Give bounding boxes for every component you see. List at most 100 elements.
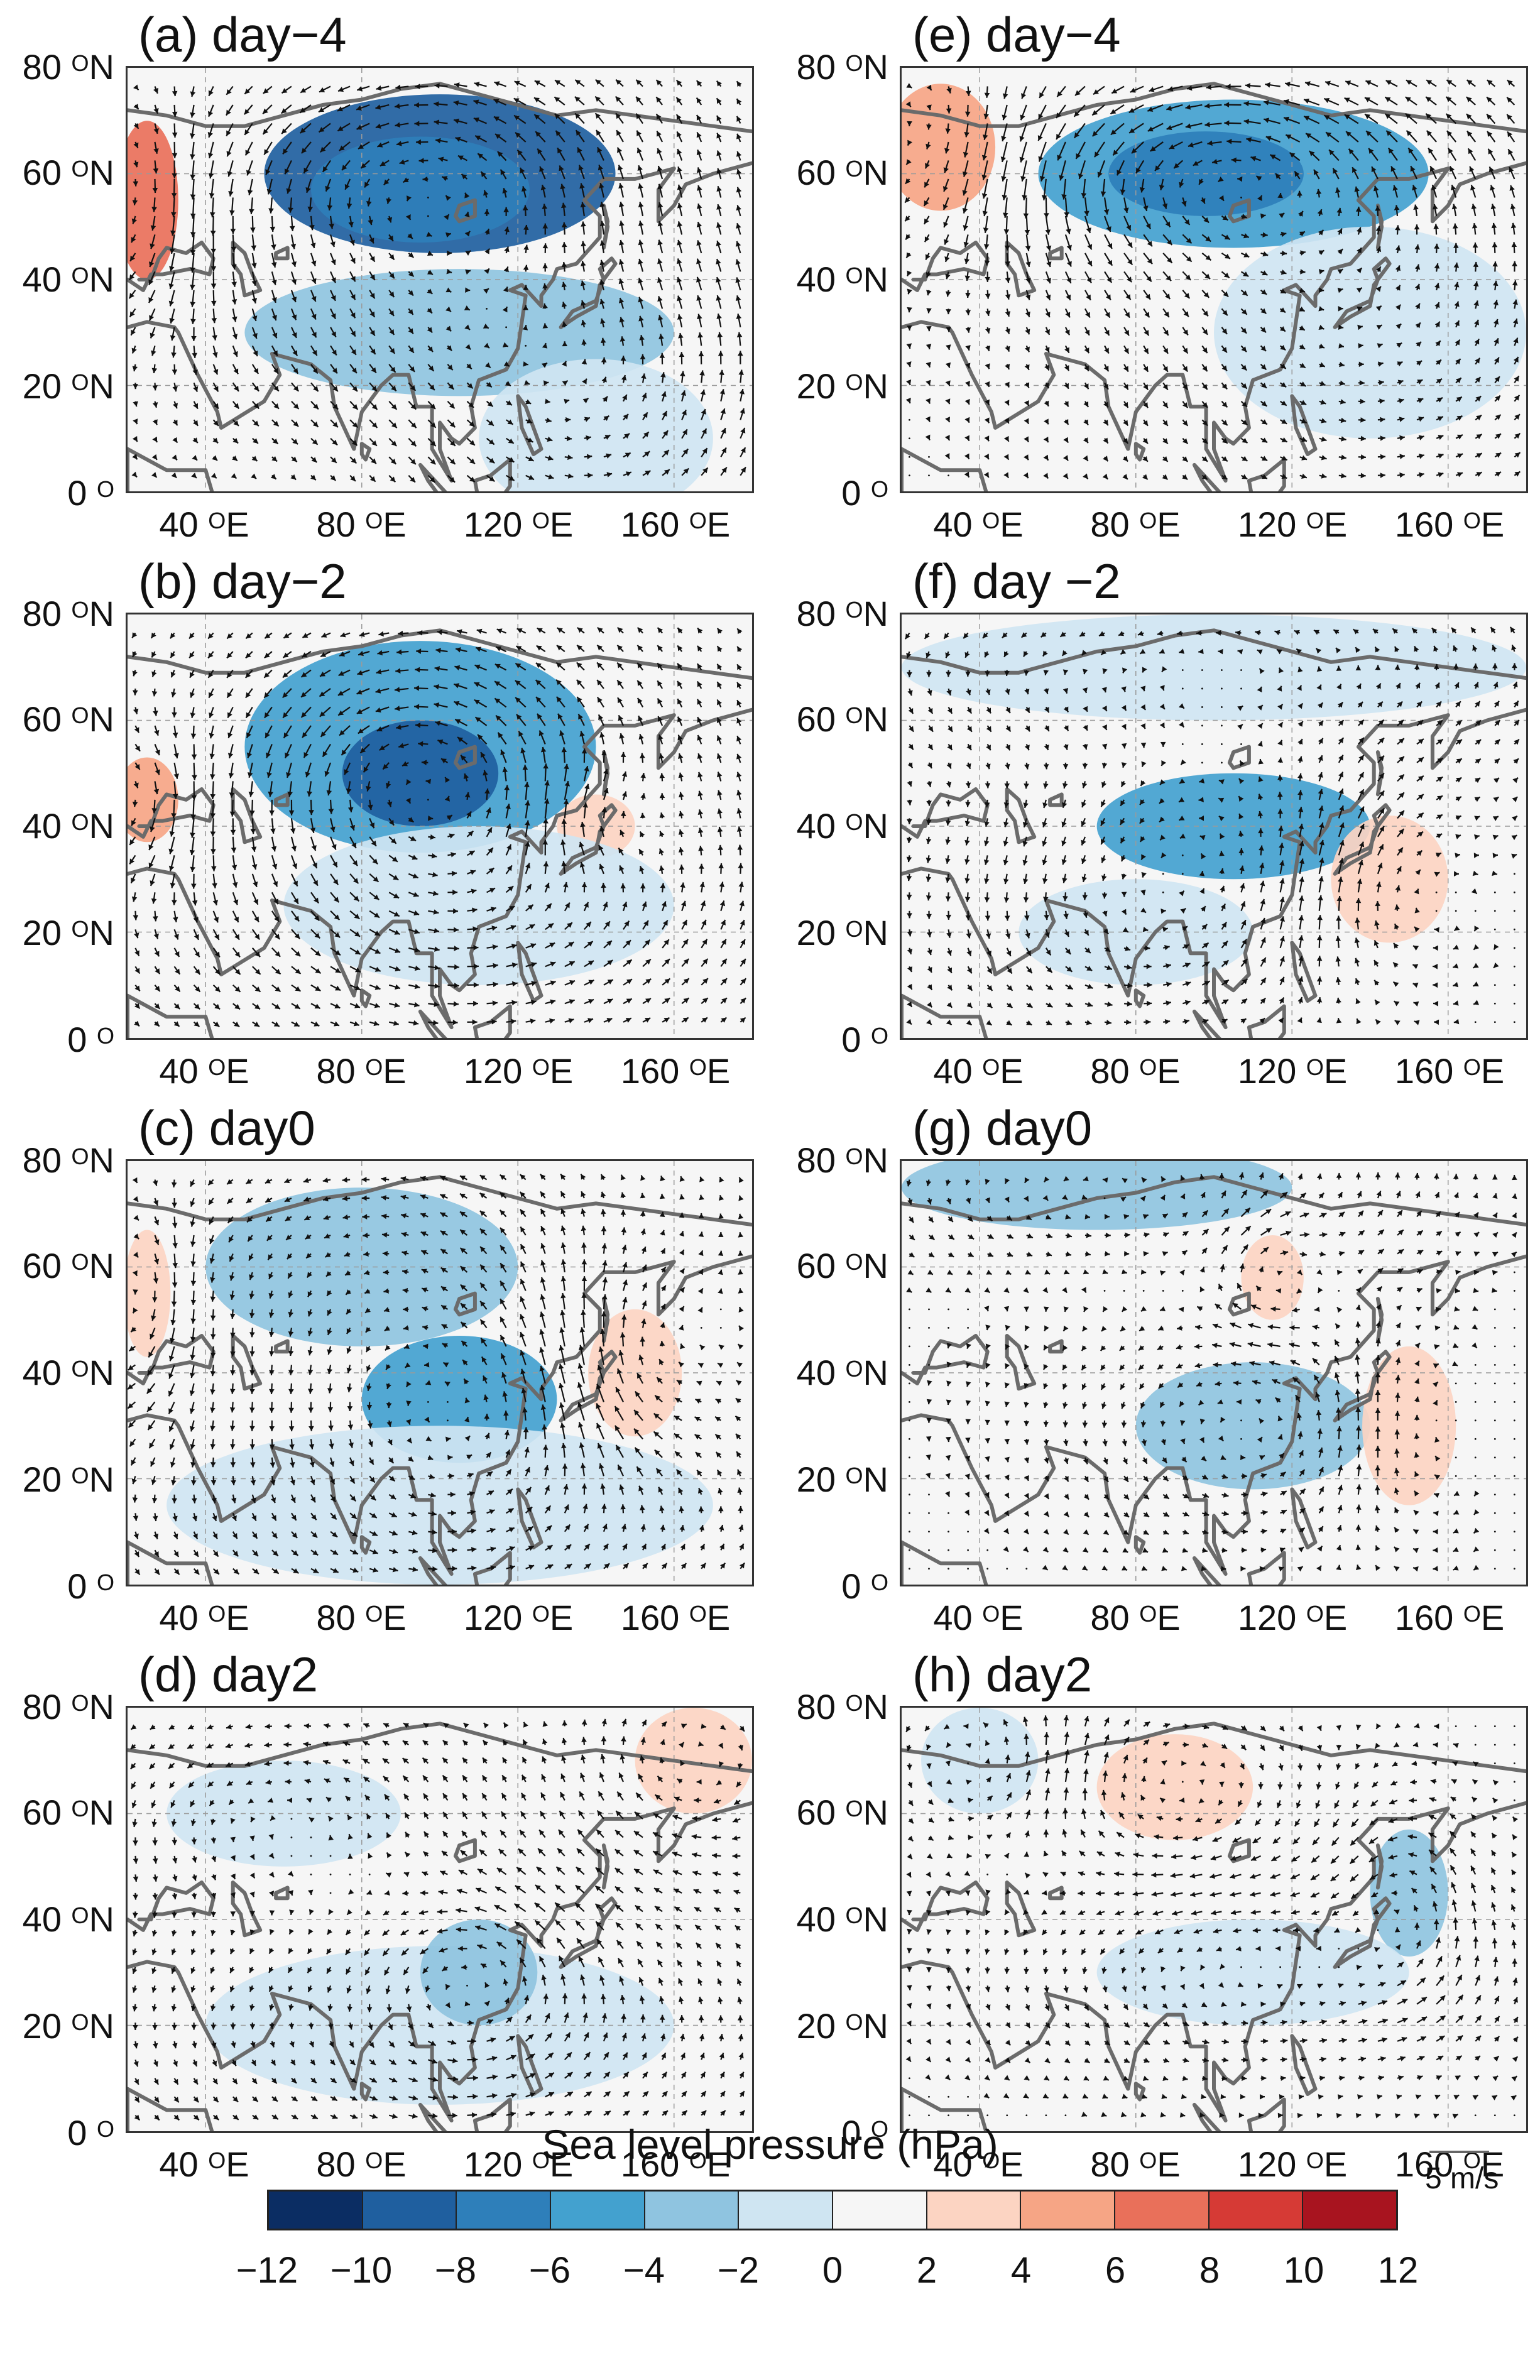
wind-vector: [1084, 253, 1093, 267]
wind-vector: [447, 437, 456, 447]
wind-vector: [207, 651, 214, 659]
wind-vector: [678, 1487, 684, 1495]
label-number: 60: [22, 699, 72, 739]
wind-vector: [495, 714, 507, 726]
wind-vector: [1025, 966, 1033, 974]
wind-vector: [1061, 817, 1067, 827]
wind-vector: [212, 382, 219, 392]
wind-vector: [1143, 345, 1149, 354]
wind-vector: [1299, 325, 1306, 331]
wind-vector: [169, 818, 175, 837]
map-area: [900, 613, 1528, 1040]
wind-vector: [642, 431, 650, 439]
degree-symbol: O: [365, 1054, 383, 1080]
wind-vector: [447, 1400, 449, 1403]
wind-vector: [1219, 833, 1225, 839]
wind-vector: [1279, 916, 1285, 930]
wind-vector: [1414, 283, 1421, 291]
wind-vector: [928, 1345, 930, 1348]
wind-vector: [245, 651, 253, 659]
wind-vector: [1043, 688, 1049, 694]
wind-vector: [603, 434, 611, 440]
wind-vector: [369, 836, 377, 847]
wind-vector: [640, 793, 646, 800]
wind-vector: [349, 1021, 360, 1027]
wind-vector: [1373, 185, 1379, 198]
wind-vector: [1436, 416, 1444, 422]
wind-vector: [946, 781, 952, 788]
wind-vector: [1101, 743, 1108, 750]
wind-vector: [395, 84, 409, 90]
wind-vector: [907, 983, 913, 990]
wind-vector: [544, 903, 552, 912]
wind-vector: [151, 892, 157, 904]
wind-vector: [525, 1526, 534, 1532]
wind-vector: [1455, 1438, 1457, 1440]
wind-vector: [349, 364, 358, 374]
wind-vector: [1142, 456, 1149, 462]
wind-vector: [1064, 382, 1069, 390]
wind-vector: [465, 287, 471, 293]
wind-vector: [1084, 234, 1093, 250]
wind-vector: [330, 419, 339, 428]
wind-vector: [359, 743, 370, 754]
wind-vector: [1451, 204, 1458, 217]
wind-vector: [1513, 1345, 1515, 1348]
wind-vector: [134, 725, 140, 733]
wind-vector: [1279, 382, 1287, 388]
wind-vector: [1098, 631, 1105, 637]
wind-vector: [1453, 871, 1459, 877]
wind-vector: [1142, 926, 1149, 932]
wind-vector: [1313, 629, 1320, 635]
wind-vector: [207, 141, 214, 158]
wind-vector: [505, 844, 512, 856]
wind-vector: [924, 160, 931, 169]
wind-vector: [525, 437, 534, 443]
wind-vector: [924, 234, 930, 243]
wind-vector: [1062, 799, 1068, 809]
wind-vector: [928, 1512, 930, 1514]
wind-vector: [1238, 813, 1244, 819]
wind-vector: [369, 364, 377, 374]
wind-vector: [506, 437, 515, 444]
wind-vector: [1130, 85, 1144, 93]
wind-vector: [540, 184, 547, 198]
wind-vector: [1319, 381, 1326, 386]
wind-vector: [190, 707, 196, 718]
wind-vector: [907, 688, 913, 696]
wind-vector: [740, 408, 745, 420]
wind-vector: [1454, 301, 1460, 309]
wind-vector: [1397, 847, 1404, 856]
wind-vector: [1455, 1456, 1457, 1459]
wind-vector: [1201, 980, 1211, 986]
wind-vector: [154, 985, 161, 992]
wind-vector: [1358, 435, 1366, 442]
wind-vector: [467, 1019, 478, 1025]
wind-vector: [428, 909, 439, 915]
wind-vector: [427, 816, 434, 821]
wind-vector: [209, 197, 216, 217]
wind-vector: [131, 892, 138, 902]
wind-vector: [657, 296, 664, 309]
wind-vector: [464, 211, 470, 217]
wind-vector: [154, 1003, 161, 1010]
wind-vector: [435, 648, 448, 653]
wind-vector: [926, 379, 931, 386]
wind-vector: [310, 401, 319, 410]
wind-vector: [623, 1563, 630, 1569]
wind-vector: [310, 253, 317, 266]
wind-vector: [681, 958, 690, 967]
label-unit: E: [706, 505, 731, 544]
wind-vector: [1299, 858, 1305, 875]
wind-vector: [584, 941, 594, 949]
wind-vector: [484, 268, 490, 275]
wind-vector: [1182, 345, 1189, 354]
wind-vector: [319, 706, 331, 718]
wind-vector: [310, 437, 319, 445]
wind-vector: [330, 892, 340, 903]
wind-vector: [659, 812, 665, 819]
wind-vector: [251, 345, 258, 357]
coastline: [516, 941, 543, 1003]
wind-vector: [232, 364, 239, 374]
wind-vector: [1162, 216, 1171, 227]
